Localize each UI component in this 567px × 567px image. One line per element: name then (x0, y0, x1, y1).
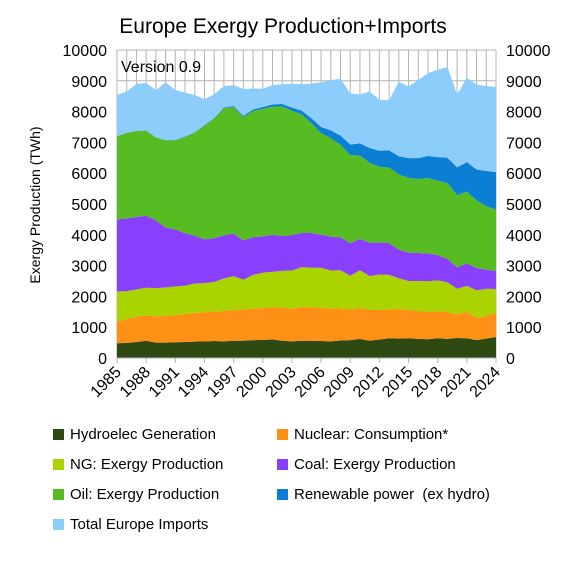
y-tick-label-left: 9000 (71, 74, 107, 91)
y-tick-label-right: 2000 (506, 289, 542, 306)
area-ng-exergy-production (117, 267, 496, 322)
y-tick-label-right: 7000 (506, 135, 542, 152)
plot-areas (117, 66, 496, 358)
y-tick-label-left: 5000 (71, 197, 107, 214)
y-tick-label-right: 3000 (506, 259, 542, 276)
y-tick-label-right: 5000 (506, 197, 542, 214)
y-tick-label-right: 6000 (506, 166, 542, 183)
y-axis-label: Exergy Production (TWh) (27, 126, 43, 283)
y-tick-label-right: 8000 (506, 105, 542, 122)
y-tick-label-right: 10000 (506, 43, 551, 60)
version-annotation: Version 0.9 (121, 59, 201, 76)
y-tick-label-left: 2000 (71, 289, 107, 306)
y-tick-label-right: 0 (506, 351, 515, 368)
y-tick-label-left: 4000 (71, 228, 107, 245)
area-total-europe-imports (117, 66, 496, 172)
y-tick-label-left: 10000 (63, 43, 108, 60)
y-tick-label-left: 8000 (71, 105, 107, 122)
chart-title: Europe Exergy Production+Imports (119, 15, 446, 38)
y-tick-label-right: 1000 (506, 320, 542, 337)
y-tick-label-left: 6000 (71, 166, 107, 183)
area-oil-exergy-production (117, 106, 496, 272)
y-tick-label-right: 4000 (506, 228, 542, 245)
y-tick-label-left: 0 (98, 351, 107, 368)
y-tick-label-left: 3000 (71, 259, 107, 276)
area-nuclear-consumption (117, 307, 496, 344)
y-tick-label-left: 1000 (71, 320, 107, 337)
y-tick-label-left: 7000 (71, 135, 107, 152)
y-tick-label-right: 9000 (506, 74, 542, 91)
area-hydroelec-generation (117, 337, 496, 358)
area-coal-exergy-production (117, 215, 496, 292)
